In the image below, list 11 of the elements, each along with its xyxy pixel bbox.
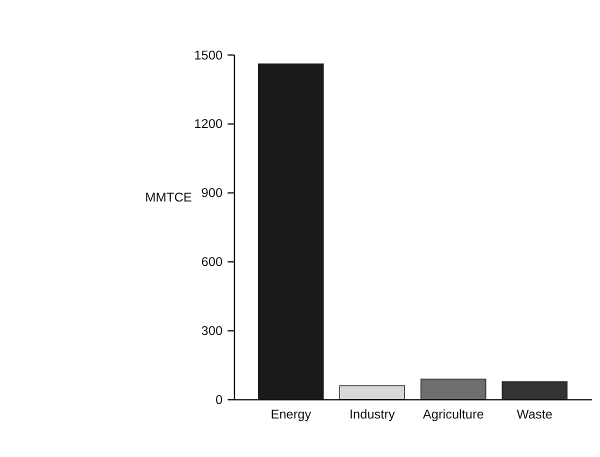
- x-tick-label: Energy: [270, 406, 312, 422]
- x-tick-label: Industry: [349, 406, 396, 422]
- y-tick-label: 300: [201, 323, 223, 338]
- y-tick-label: 900: [201, 185, 223, 200]
- y-tick-label: 1500: [194, 47, 223, 62]
- x-tick-label: Agriculture: [422, 406, 484, 422]
- y-tick-label: 1200: [194, 116, 223, 132]
- y-axis-title: MMTCE: [145, 189, 192, 204]
- x-tick-label: Waste: [516, 406, 552, 422]
- y-tick-label: 600: [201, 254, 223, 270]
- y-tick-label: 0: [215, 392, 223, 407]
